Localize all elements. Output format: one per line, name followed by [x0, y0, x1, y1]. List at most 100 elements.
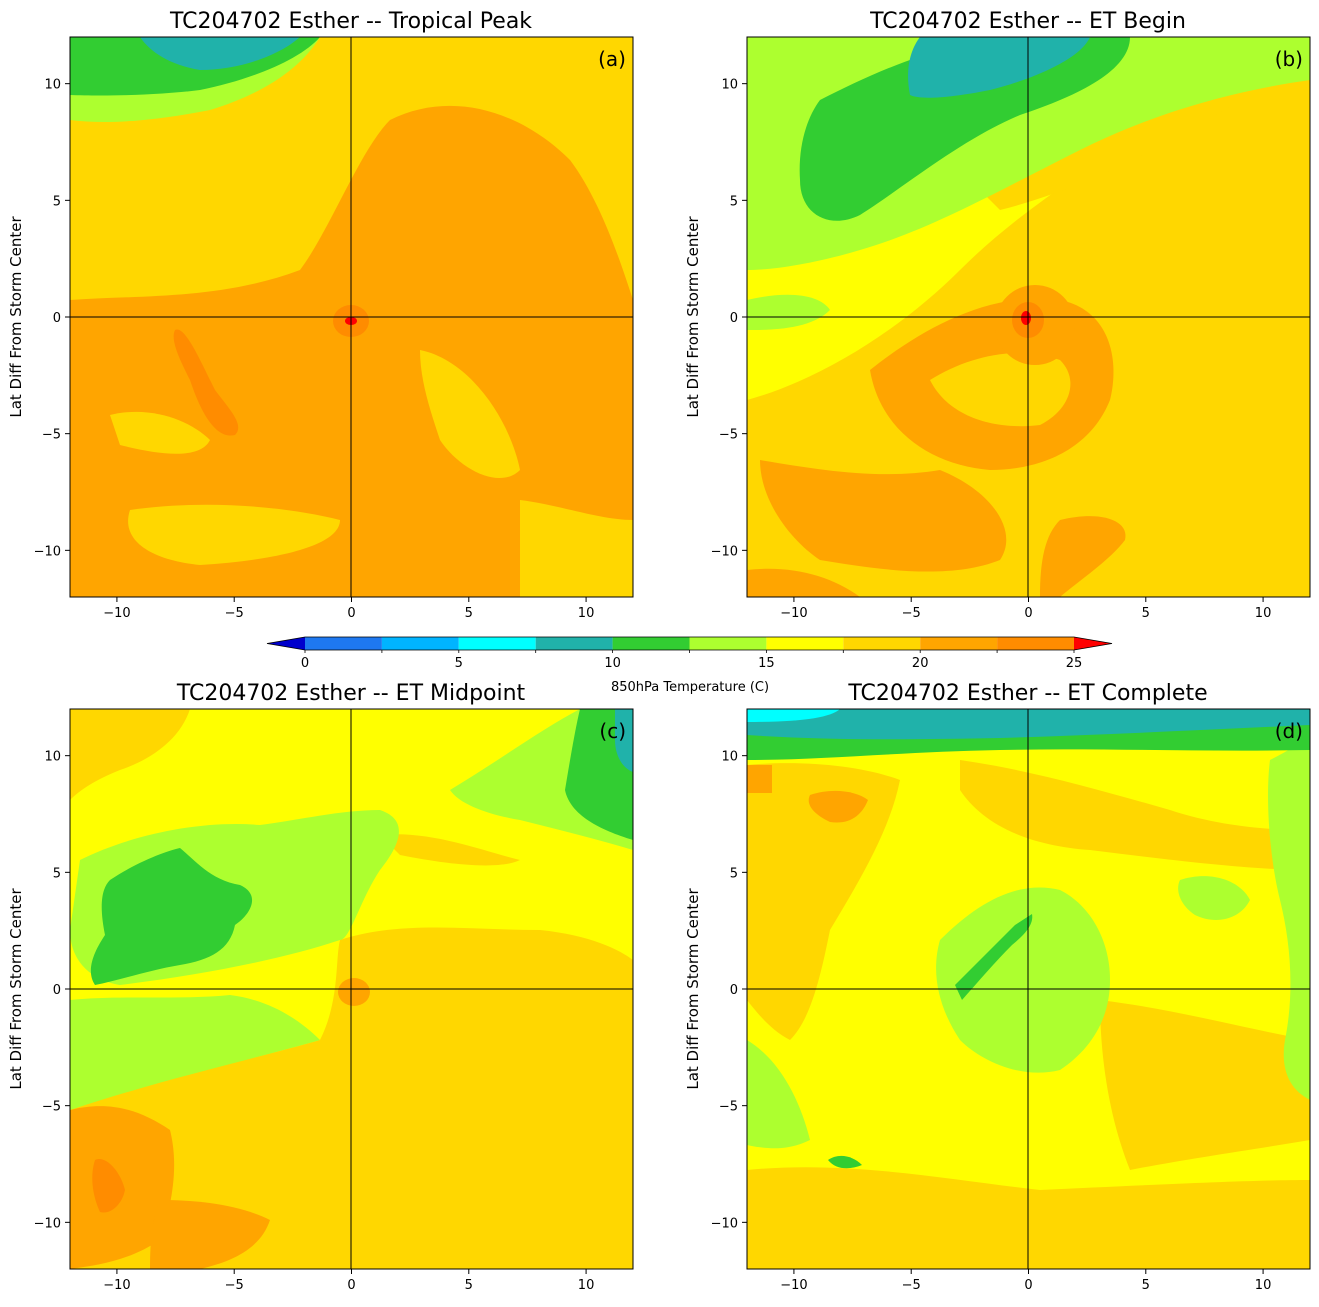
contour-fill-17_5 [420, 350, 520, 479]
colorbar-segment [612, 637, 690, 650]
panel-a-axes: −10 −10 −5 −5 0 0 5 5 10 10 [34, 78, 595, 621]
x-tick-label: −10 [103, 606, 130, 621]
contour-fill-5 [747, 709, 840, 722]
panel-b-title: TC204702 Esther -- ET Begin [869, 9, 1186, 34]
y-tick-label: −5 [42, 428, 61, 443]
contour-fill-17_5 [520, 500, 633, 597]
panel-a: TC204702 Esther -- Tropical Peak (a) −10… [7, 9, 634, 621]
contour-fill-12_5 [70, 995, 320, 1110]
y-tick-label: 10 [44, 750, 61, 765]
panel-d-label: (d) [1275, 719, 1303, 743]
panel-c-title: TC204702 Esther -- ET Midpoint [176, 681, 526, 706]
colorbar-segment [997, 637, 1074, 650]
panel-b: TC204702 Esther -- ET Begin (b) −10 −10 −5… [684, 9, 1311, 621]
x-tick-label: −10 [780, 1278, 807, 1293]
contour-fill-20 [760, 460, 1007, 572]
y-tick-label: −10 [711, 544, 738, 559]
colorbar-label: 850hPa Temperature (C) [611, 680, 769, 695]
y-tick-label: 0 [730, 983, 738, 998]
panel-d-ylabel: Lat Diff From Storm Center [684, 888, 702, 1090]
y-tick-label: −10 [711, 1216, 738, 1231]
contour-fill-20 [747, 765, 772, 793]
colorbar-extend-low [267, 637, 305, 650]
x-tick-label: 5 [465, 1278, 473, 1293]
colorbar: 0 5 10 15 20 25 [266, 636, 1113, 671]
panel-c-ylabel: Lat Diff From Storm Center [7, 888, 25, 1090]
x-tick-label: −5 [225, 606, 244, 621]
contour-fill-12_5 [936, 887, 1110, 1073]
panel-a-title: TC204702 Esther -- Tropical Peak [169, 9, 532, 34]
contour-fill-12_5 [747, 1040, 810, 1149]
colorbar-tick-label: 5 [455, 656, 463, 671]
panel-a-ylabel: Lat Diff From Storm Center [7, 216, 25, 418]
panel-d: TC204702 Esther -- ET Complete (d) −10 −1… [684, 681, 1311, 1293]
contour-fill-12_5 [1178, 876, 1250, 920]
y-tick-label: 0 [730, 311, 738, 326]
contour-fill-ge25 [1021, 311, 1031, 325]
contour-fill-7_5 [908, 37, 1090, 98]
contour-fill-17_5 [1100, 1000, 1310, 1170]
colorbar-tick-label: 15 [758, 656, 775, 671]
contour-fill-17_5 [110, 411, 210, 454]
contour-fill-22_5 [92, 1159, 125, 1213]
colorbar-extend-high [1074, 637, 1112, 650]
x-tick-label: 5 [1142, 1278, 1150, 1293]
x-tick-label: 0 [347, 606, 355, 621]
y-tick-label: 5 [730, 194, 738, 209]
colorbar-segment [843, 637, 921, 650]
x-tick-label: −5 [225, 1278, 244, 1293]
x-tick-label: −10 [780, 606, 807, 621]
colorbar-segment [458, 637, 536, 650]
y-tick-label: −10 [34, 1216, 61, 1231]
colorbar-tick-label: 20 [912, 656, 929, 671]
x-tick-label: 10 [578, 606, 595, 621]
colorbar-tick-label: 25 [1066, 656, 1083, 671]
x-tick-label: −5 [902, 1278, 921, 1293]
contour-fill-17_5 [380, 834, 520, 866]
panel-a-label: (a) [598, 47, 626, 71]
x-tick-label: 5 [1142, 606, 1150, 621]
x-tick-label: −10 [103, 1278, 130, 1293]
contour-fill-10 [90, 848, 253, 985]
y-tick-label: −5 [719, 428, 738, 443]
x-tick-label: 10 [1255, 1278, 1272, 1293]
y-tick-label: 10 [44, 78, 61, 93]
contour-fill-17_5 [747, 763, 900, 1040]
panel-c-label: (c) [599, 719, 626, 743]
contour-fill-17_5 [70, 709, 190, 800]
contour-fill-7_5 [615, 709, 633, 772]
colorbar-segment [920, 637, 998, 650]
colorbar-segment [381, 637, 459, 650]
contour-fill-20 [747, 568, 860, 597]
x-tick-label: −5 [902, 606, 921, 621]
x-tick-label: 10 [1255, 606, 1272, 621]
panel-c-axes: −10 −10 −5 −5 0 0 5 5 10 10 [34, 750, 595, 1293]
contour-fill-12_5 [747, 294, 830, 330]
colorbar-tick-label: 10 [604, 656, 621, 671]
contour-fill-12_5 [1268, 735, 1310, 1100]
contour-fill-17_5 [128, 504, 340, 565]
x-tick-label: 5 [465, 606, 473, 621]
y-tick-label: −10 [34, 544, 61, 559]
y-tick-label: 5 [53, 194, 61, 209]
colorbar-segment [689, 637, 767, 650]
contour-fill-20 [338, 978, 370, 1006]
colorbar-segment [535, 637, 613, 650]
x-tick-label: 0 [347, 1278, 355, 1293]
x-tick-label: 0 [1024, 1278, 1032, 1293]
x-tick-label: 0 [1024, 606, 1032, 621]
contour-fill-7_5 [140, 37, 300, 70]
y-tick-label: 10 [721, 750, 738, 765]
contour-fill-10 [828, 1155, 862, 1169]
contour-fill-20 [1040, 516, 1126, 597]
contour-fill-10 [799, 37, 1130, 221]
contour-fill-20 [808, 790, 868, 823]
y-tick-label: 10 [721, 78, 738, 93]
y-tick-label: 5 [53, 866, 61, 881]
colorbar-segment [305, 637, 382, 650]
contour-fill-22_5 [173, 329, 239, 436]
colorbar-tick-label: 0 [301, 656, 309, 671]
y-tick-label: −5 [42, 1100, 61, 1115]
panel-d-title: TC204702 Esther -- ET Complete [847, 681, 1207, 706]
contour-fill-10 [955, 914, 1033, 1000]
